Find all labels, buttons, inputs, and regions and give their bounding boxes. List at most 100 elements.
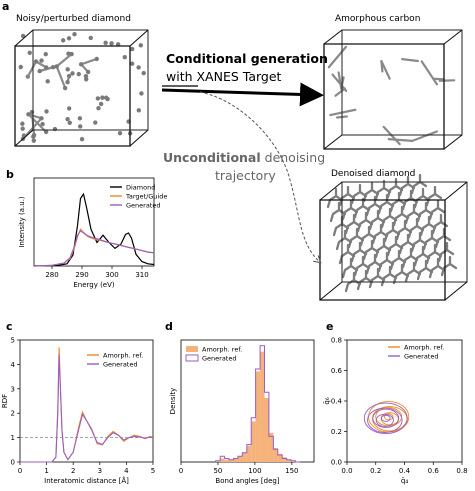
bond [398,233,416,255]
y-tick-label: 2 [11,410,15,418]
y-tick-label: 4 [11,361,16,369]
x-tick-label: 0 [179,467,183,475]
bond [440,255,458,277]
panel-c-letter: c [6,320,13,333]
cell-edge [129,29,149,47]
atom [39,58,44,63]
xanes-chart: 280 290 300 310 Energy (eV) Intensity (a.u.) D… [18,177,167,289]
bond [401,58,420,63]
bond [347,227,365,249]
bond [344,213,362,235]
bond [377,193,395,215]
bond [398,175,416,197]
x-tick-label: 0.6 [428,467,440,475]
legend-label: Generated [126,202,160,210]
atom [77,116,83,121]
conditional-arrow [161,82,324,107]
unconditional-rest: denoising [260,150,326,165]
cell-edge [14,29,34,47]
bond [392,205,410,227]
cell-edge [444,281,468,301]
atom [52,126,58,132]
atom [54,64,59,69]
histogram-bar [277,453,283,462]
x-tick-label: 310 [135,271,148,279]
histogram-bar [273,448,278,462]
x-tick-label: 280 [45,271,58,279]
atom [65,116,70,122]
atom [95,96,101,101]
cell-edge [319,181,343,201]
bond [329,201,347,223]
histogram-bar [268,432,274,462]
bond [329,108,357,117]
atom [39,116,44,121]
bond [425,243,443,265]
noisy-diamond-label: Noisy/perturbed diamond [16,14,131,24]
atom [66,36,72,41]
atom [83,77,89,82]
bond [383,221,401,243]
atom [96,106,101,111]
x-tick-label: 2 [71,467,75,475]
atom [37,68,42,74]
atom [26,112,31,117]
atom [33,59,39,64]
bond [327,45,348,69]
bond [389,249,407,271]
histogram-bar [264,398,269,462]
legend-label: Generated [404,353,438,361]
rdf-chart: 0 1 2 3 4 5 0 1 2 3 4 5 Interatomic distance [Å] RDF A… [1,337,155,486]
bond [395,219,413,241]
cell-edge [129,129,149,147]
atom [70,71,75,76]
y-tick-label: 0.8 [331,337,342,345]
density-contour [367,407,403,433]
atom [139,91,144,96]
bond [419,215,437,237]
x-tick-label: 150 [285,467,298,475]
amorphous-carbon-structure [323,29,463,150]
bond-angle-chart: 0 50 100 150 Bond angles [deg] Density Amorph.… [169,339,315,485]
bond [401,247,419,269]
cell-edge [443,29,463,45]
y-tick-label: 0.4 [331,398,343,406]
bond [353,255,371,277]
atom [43,51,48,57]
y-axis-label: q̄₆ [323,397,331,404]
bond [416,259,434,281]
plot-frame [180,339,315,463]
legend-label: Generated [103,361,137,369]
atom [27,50,32,55]
conditional-generation-title: Conditional generation [166,51,328,66]
bond [55,52,73,68]
bond [377,251,395,273]
bond [374,237,392,259]
x-tick-label: 50 [213,467,222,475]
histogram-bar [255,371,261,462]
legend-label: Amorph. ref. [202,346,242,354]
bond [428,199,446,221]
atom [45,79,50,84]
bond [27,113,43,120]
bond [407,217,425,239]
atom [67,120,72,126]
histogram-bar [242,452,247,462]
y-axis-label: RDF [1,394,9,408]
bond [80,57,98,66]
histogram-bar [237,456,243,462]
atom [100,95,105,100]
x-axis-label: Interatomic distance [Å] [44,476,129,485]
y-tick-label: 3 [11,385,15,393]
bond [428,257,446,279]
bond [411,130,438,142]
atom [85,69,91,75]
bond [356,269,374,291]
atom [72,32,77,37]
atom [93,120,98,125]
cell-edge [323,29,343,45]
cell-edge [323,134,343,150]
x-tick-label: 5 [151,467,155,475]
atom [31,134,36,139]
histogram-step [215,345,300,463]
